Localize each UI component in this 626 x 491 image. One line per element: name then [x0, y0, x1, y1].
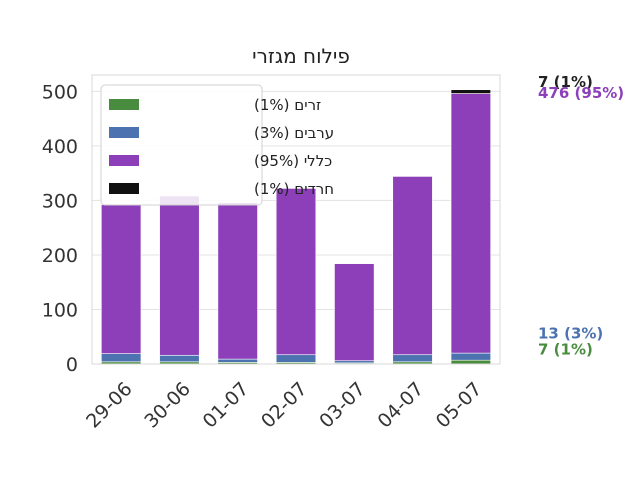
legend-swatch	[109, 155, 139, 166]
bar-segment	[450, 352, 491, 361]
side-annotation: 476 (95%)	[538, 84, 624, 102]
plot-frame	[91, 74, 501, 365]
x-tick-label: 01-07	[199, 378, 254, 433]
y-tick-label: 0	[66, 354, 78, 376]
y-tick-label: 400	[42, 136, 78, 158]
y-tick-label: 500	[42, 81, 78, 103]
x-tick-label: 02-07	[257, 378, 312, 433]
x-tick-label: 29-06	[82, 378, 137, 433]
legend-label: זרים (1%)	[254, 96, 321, 114]
side-annotation: 7 (1%)	[538, 341, 593, 359]
bar-segment	[334, 360, 375, 364]
side-annotation: 13 (3%)	[538, 324, 603, 342]
bar-segment	[450, 89, 491, 94]
legend-swatch	[109, 99, 139, 110]
chart-title: פילוח מגזרי	[252, 44, 350, 68]
x-tick-label: 05-07	[432, 378, 487, 433]
bar-segment	[334, 263, 375, 362]
bar-segment	[275, 188, 317, 356]
bar-segment	[392, 176, 433, 356]
side-annotation: 7 (1%)	[538, 73, 593, 91]
legend-box	[100, 84, 263, 206]
x-axis: 29-06 30-06 01-07 02-07 03-07 04-07 05-07	[82, 378, 486, 433]
y-tick-label: 200	[42, 245, 78, 267]
bar-segment	[450, 359, 491, 365]
x-tick-label: 30-06	[140, 378, 195, 433]
y-axis: 0 100 200 300 400 500	[42, 81, 78, 376]
legend-label: כללי (95%)	[254, 152, 332, 170]
x-tick-label: 03-07	[315, 378, 370, 433]
legend: זרים (1%) ערבים (3%) כללי (95%) חרדים (1%)	[100, 84, 334, 206]
bar-segment	[101, 353, 142, 363]
bar-segment	[217, 202, 258, 360]
legend-label: ערבים (3%)	[254, 124, 334, 142]
legend-label: חרדים (1%)	[254, 180, 334, 198]
bar-segment	[275, 354, 317, 363]
bars	[101, 89, 491, 365]
bar-segment	[450, 93, 491, 354]
bar-segment	[217, 358, 258, 363]
y-tick-label: 300	[42, 190, 78, 212]
legend-swatch	[109, 183, 139, 194]
bar-segment	[159, 195, 200, 356]
x-tick-label: 04-07	[374, 378, 429, 433]
bar-segment	[101, 204, 142, 354]
legend-swatch	[109, 127, 139, 138]
bar-segment	[159, 354, 200, 363]
y-tick-label: 100	[42, 299, 78, 321]
side-annotations: 7 (1%)476 (95%)13 (3%)7 (1%)	[538, 73, 624, 359]
bar-segment	[392, 354, 433, 363]
